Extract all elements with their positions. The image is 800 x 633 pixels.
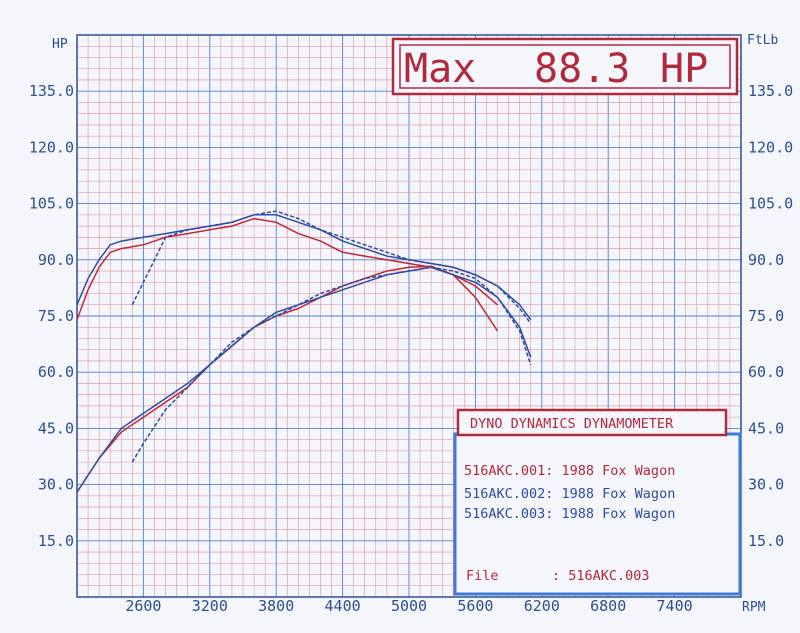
x-tick-label: 6800 [590,597,626,615]
y-tick-label-left: 75.0 [38,307,74,325]
series-2-hp-curve [76,266,532,493]
x-axis-label: RPM [742,600,766,615]
axis-ticks: 2600 3200 3800 4400 5000 5600 6200 6800 7400 15.0… [29,82,793,615]
x-tick-label: 5600 [457,597,493,615]
y-tick-label-left: 90.0 [38,251,74,269]
y-tick-label-left: 45.0 [38,419,74,437]
y-tick-label-left: 105.0 [29,195,74,213]
legend-box: DYNO DYNAMICS DYNAMOMETER 516AKC.001: 19… [453,408,742,596]
max-unit: HP [660,46,708,92]
y-tick-label-right: 135.0 [748,82,793,100]
y-tick-label-right: 45.0 [748,419,784,437]
max-value: 88.3 [534,46,630,92]
y-tick-label-right: 30.0 [748,476,784,494]
y-tick-label-left: 60.0 [38,363,74,381]
legend-title-frame [456,408,728,437]
legend-entry-1: 516AKC.001: 1988 Fox Wagon [464,463,675,479]
x-tick-label: 2600 [125,597,161,615]
y-tick-label-right: 15.0 [748,532,784,550]
y-tick-label-right: 120.0 [748,138,793,156]
x-tick-label: 4400 [325,597,361,615]
y-tick-label-left: 30.0 [38,476,74,494]
y-tick-label-left: 120.0 [29,138,74,156]
legend-entry-2: 516AKC.002: 1988 Fox Wagon [464,486,675,502]
x-tick-label: 3800 [258,597,294,615]
legend-entry-3: 516AKC.003: 1988 Fox Wagon [464,506,675,522]
x-tick-label: 3200 [192,597,228,615]
y-tick-label-left: 15.0 [38,532,74,550]
max-label: Max [404,46,476,92]
y-tick-label-right: 60.0 [748,363,784,381]
series-3-torque-curve [131,210,532,324]
y-axis-right-label: FtLb [747,33,778,48]
x-tick-label: 5000 [391,597,427,615]
max-power-box: Max 88.3 HP [391,37,739,96]
file-value: : 516AKC.003 [552,568,650,584]
series-1-torque-curve [76,217,498,320]
series-3-hp-curve [131,266,532,463]
y-axis-left-label: HP [52,37,68,52]
y-tick-label-right: 75.0 [748,307,784,325]
series-curves [76,210,532,493]
max-box-inner [399,44,731,89]
y-tick-label-right: 105.0 [748,195,793,213]
legend-title: DYNO DYNAMICS DYNAMOMETER [470,416,674,432]
y-tick-label-right: 90.0 [748,251,784,269]
file-label: File [466,568,499,584]
y-tick-label-left: 135.0 [29,82,74,100]
x-tick-label: 7400 [657,597,693,615]
plot-frame [76,34,742,598]
max-box-outer [391,37,739,96]
legend-frame [453,432,742,596]
x-tick-label: 6200 [524,597,560,615]
